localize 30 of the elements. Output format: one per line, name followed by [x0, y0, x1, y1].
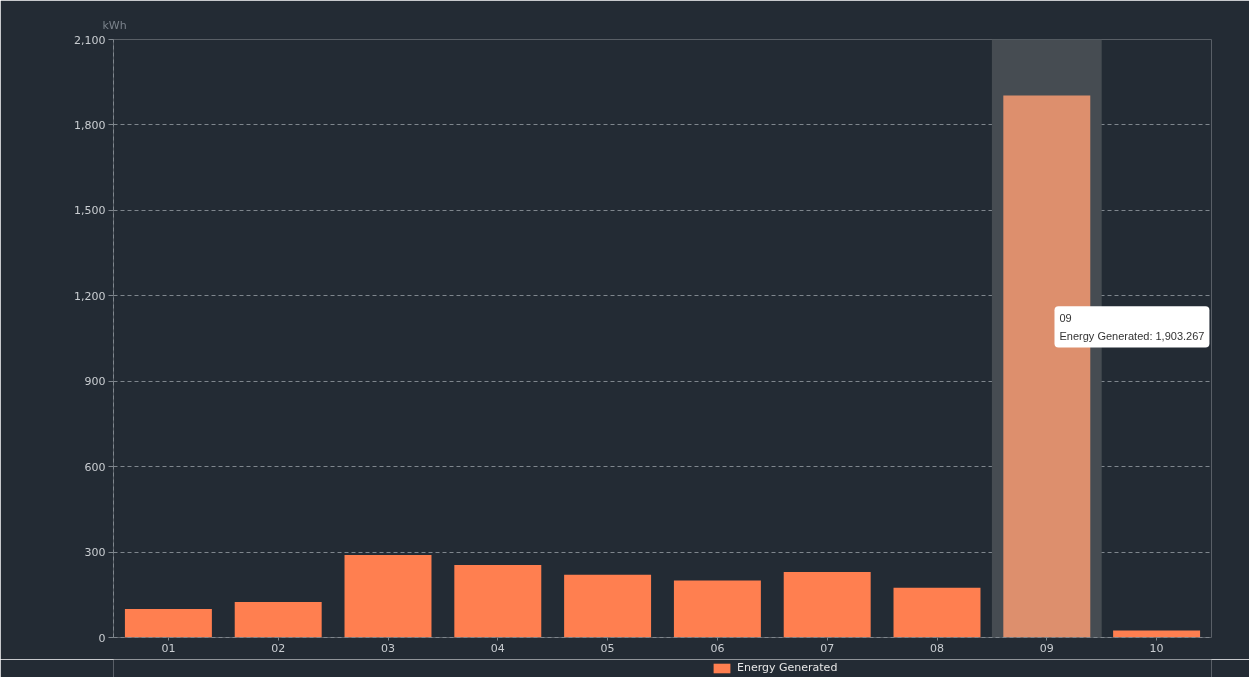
- bar: [673, 580, 761, 638]
- bar: [454, 564, 542, 638]
- x-tick-label: 01: [161, 641, 176, 655]
- bar: [564, 574, 652, 638]
- x-tick-label: 06: [710, 641, 725, 655]
- y-tick-label: 900: [84, 375, 106, 389]
- annotation: 09 Energy Generated: 1,903.267: [1059, 312, 1205, 342]
- x-tick-label: 10: [1149, 641, 1164, 655]
- legend-label: Energy Generated: [737, 661, 838, 674]
- bar: [344, 554, 432, 638]
- bar: [893, 587, 981, 638]
- y-tick-label: 1,200: [74, 289, 106, 303]
- y-tick-label: 1,500: [74, 204, 106, 218]
- x-tick-label: 08: [930, 641, 944, 655]
- bar: [234, 601, 322, 638]
- bar: [1113, 630, 1201, 638]
- x-tick-label: 03: [381, 641, 395, 655]
- x-tick-label: 07: [820, 641, 835, 655]
- y-tick-label: 0: [98, 631, 106, 645]
- bar: [783, 572, 871, 638]
- y-axis-title: kWh: [102, 18, 127, 32]
- x-tick-label: 09: [1039, 641, 1054, 655]
- x-tick-label: 05: [600, 641, 615, 655]
- y-tick-label: 1,800: [74, 118, 106, 132]
- x-tick-label: 04: [490, 641, 505, 655]
- y-tick-label: 2,100: [74, 33, 106, 47]
- bar: [124, 609, 212, 638]
- y-tick-label: 600: [84, 460, 106, 474]
- x-tick-label: 02: [271, 641, 286, 655]
- y-tick-label: 300: [84, 546, 106, 560]
